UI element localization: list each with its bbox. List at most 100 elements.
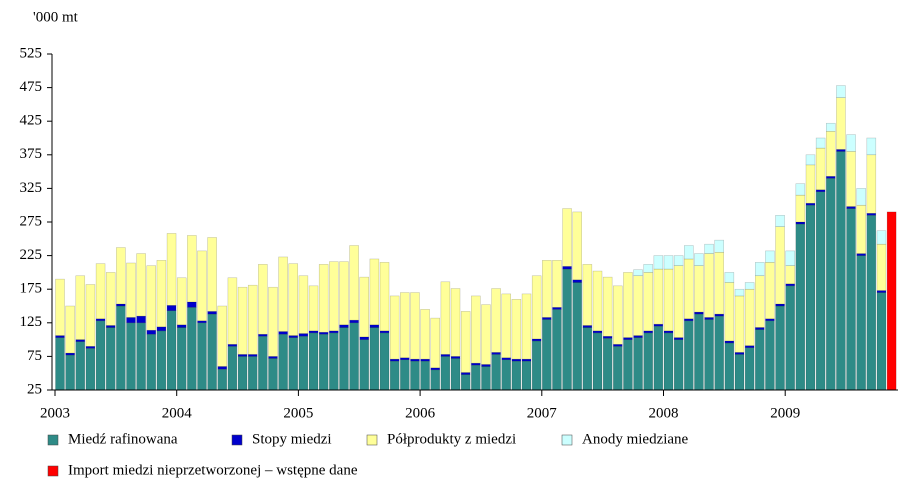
- bar-segment: [866, 213, 877, 216]
- bar-segment: [308, 285, 319, 332]
- bar-segment: [136, 315, 146, 324]
- y-tick-label: 325: [20, 180, 43, 196]
- bar-segment: [288, 335, 299, 338]
- bar-segment: [542, 317, 552, 320]
- bar-segment: [471, 364, 481, 391]
- bar-segment: [785, 283, 795, 287]
- bar-segment: [511, 358, 522, 362]
- bar-segment: [430, 369, 440, 391]
- bar-segment: [531, 275, 542, 340]
- bar-segment: [724, 282, 735, 342]
- bar-segment: [602, 338, 613, 391]
- bar-segment: [146, 265, 157, 331]
- bar-segment: [653, 255, 664, 270]
- bar-segment: [349, 319, 359, 324]
- bar-segment: [501, 357, 511, 361]
- bar-segment: [298, 335, 309, 391]
- bar-segment: [684, 320, 694, 391]
- bar-segment: [663, 255, 674, 270]
- bar-segment: [389, 295, 400, 360]
- bar-segment: [227, 346, 238, 391]
- bar-segment: [460, 311, 471, 373]
- bar-segment: [876, 230, 887, 245]
- bar-segment: [714, 239, 724, 253]
- bar-segment: [815, 147, 826, 190]
- bar-segment: [724, 272, 735, 283]
- legend-swatch: [47, 434, 59, 446]
- bar-segment: [866, 215, 877, 391]
- bar-segment: [85, 284, 96, 347]
- bar-segment: [318, 264, 329, 333]
- bar-segment: [673, 265, 684, 338]
- bar-segment: [65, 352, 75, 356]
- bar-segment: [795, 223, 806, 391]
- y-axis-label: '000 mt: [33, 9, 79, 25]
- legend-label: Stopy miedzi: [252, 431, 332, 447]
- bar-segment: [602, 335, 613, 339]
- bar-segment: [846, 134, 856, 152]
- bar-segment: [562, 266, 572, 270]
- bar-segment: [562, 208, 572, 267]
- bar-segment: [136, 322, 146, 391]
- bar-segment: [410, 358, 420, 362]
- bar-segment: [846, 151, 856, 207]
- legend-label: Półprodukty z miedzi: [387, 431, 516, 447]
- bar-segment: [339, 327, 349, 391]
- bar-segment: [856, 253, 866, 256]
- bar-segment: [755, 262, 765, 277]
- bar-segment: [105, 327, 116, 391]
- bar-segment: [704, 319, 714, 391]
- bar-segment: [663, 332, 674, 391]
- y-tick-label: 175: [20, 281, 43, 297]
- bar-segment: [592, 332, 603, 391]
- bar-segment: [85, 348, 96, 391]
- bar-segment: [734, 352, 745, 355]
- bar-segment: [531, 338, 542, 342]
- bar-segment: [633, 275, 643, 336]
- bar-segment: [643, 330, 653, 334]
- bar-segment: [552, 309, 562, 391]
- bar-segment: [653, 323, 664, 327]
- bar-segment: [247, 356, 258, 391]
- bar-segment: [805, 154, 816, 166]
- bar-segment: [633, 335, 643, 338]
- bar-segment: [481, 304, 491, 365]
- bar-segment: [207, 311, 217, 315]
- bar-segment: [207, 313, 217, 391]
- bar-segment: [623, 337, 633, 340]
- bar-segment: [268, 356, 278, 359]
- bar-segment: [116, 305, 126, 391]
- bar-segment: [329, 261, 339, 332]
- bar-segment: [237, 356, 248, 391]
- y-tick-label: 125: [20, 314, 43, 330]
- bar-segment: [359, 276, 369, 338]
- bar-segment: [288, 337, 299, 391]
- bar-segment: [521, 293, 532, 360]
- bar-segment: [653, 325, 664, 391]
- bar-segment: [187, 307, 197, 391]
- bar-segment: [481, 366, 491, 391]
- bar-segment: [318, 333, 329, 391]
- bar-segment: [613, 344, 623, 347]
- bar-segment: [349, 245, 359, 321]
- bar-segment: [613, 285, 623, 345]
- bar-segment: [562, 268, 572, 391]
- y-tick-label: 525: [20, 45, 43, 61]
- bar-segment: [146, 329, 157, 335]
- bar-segment: [633, 269, 643, 277]
- bar-segment: [724, 342, 735, 391]
- bar-segment: [400, 357, 410, 361]
- bar-segment: [308, 332, 319, 391]
- bar-segment: [521, 360, 532, 391]
- bar-segment: [734, 295, 745, 353]
- bar-segment: [542, 319, 552, 391]
- bar-segment: [684, 245, 694, 260]
- bar-segment: [744, 288, 755, 346]
- bar-segment: [481, 364, 491, 367]
- bar-segment: [339, 324, 349, 328]
- bar-segment: [430, 367, 440, 371]
- x-tick-label: 2003: [40, 405, 70, 421]
- bar-segment: [724, 340, 735, 344]
- bar-segment: [329, 330, 339, 334]
- bar-segment: [227, 277, 238, 345]
